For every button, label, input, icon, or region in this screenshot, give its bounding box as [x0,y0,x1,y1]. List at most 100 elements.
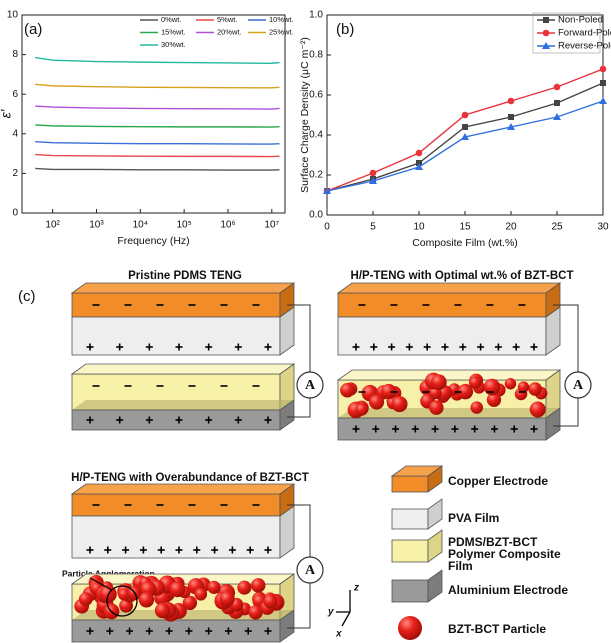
panel-label: (a) [24,21,42,38]
layer [391,579,429,603]
y-tick-label: 0.8 [309,50,323,61]
panel-label: (c) [18,288,36,305]
particle [118,588,131,601]
layer-side [279,306,295,356]
marker [553,83,561,91]
marker [369,169,377,177]
y-tick-label: 1.0 [309,10,323,21]
wire [553,304,579,427]
legend-box [532,12,601,54]
x-tick-label: 10⁵ [176,220,191,231]
legend-label: 10%wt. [269,15,294,24]
device-title: H/P-TENG with Overabundance of BZT-BCT [71,472,309,484]
particle [237,580,252,595]
marker [599,65,607,73]
particle [486,392,502,407]
particle [355,403,369,416]
marker [542,29,550,37]
marker [461,111,469,119]
layer [71,515,281,559]
y-tick-label: 0 [12,208,18,219]
series-line [35,124,280,128]
particle [154,602,171,619]
annotation: Particle Agglomeration [62,568,155,578]
series-line [35,153,280,158]
marker [462,124,468,130]
particle [182,595,198,611]
ammeter [296,556,324,584]
annotation-leader [89,577,113,591]
particle [138,592,155,608]
plot-frame [21,14,286,214]
layer-top [70,363,296,375]
layer-floor [72,400,294,410]
axis-label: x [335,629,342,640]
legend-label: 0%wt. [161,15,181,24]
y-axis-label: ε′ [0,108,14,118]
particle [398,616,422,640]
marker [508,114,514,120]
particle [263,594,278,609]
axis-label: z [353,583,359,594]
layer [337,292,547,318]
layer [71,292,281,318]
legend-label: PVA Film [448,511,499,525]
particle [248,605,263,620]
y-tick-label: 4 [12,128,18,139]
y-tick-label: 0.0 [309,210,323,221]
y-tick-label: 10 [7,10,19,21]
layer [391,508,429,530]
marker [554,100,560,106]
marker [323,187,331,194]
layer-top [70,282,296,294]
series-line [35,141,280,145]
series-line [35,167,280,171]
legend-label: Non-Poled [558,15,603,26]
particle [194,588,208,601]
y-tick-label: 0.4 [309,130,323,141]
y-tick-label: 8 [12,49,18,60]
axis-label: y [327,607,334,618]
marker [507,97,515,105]
particle [340,382,355,398]
marker [415,163,423,170]
y-tick-label: 0.2 [309,170,323,181]
marker [542,42,550,49]
legend-label: Polymer Composite [448,547,561,561]
particle [207,580,221,594]
particle [469,376,482,389]
x-tick-label: 15 [459,222,471,233]
x-tick-label: 30 [597,222,609,233]
legend-label: 25%wt. [269,27,294,36]
legend-label: PDMS/BZT-BCT [448,535,538,549]
legend-label: Aluminium Electrode [448,583,568,597]
x-tick-label: 10 [413,222,425,233]
layer-floor [338,408,560,418]
particle [528,382,542,396]
legend-label: Copper Electrode [448,474,548,488]
marker [599,97,607,104]
layer-side [427,498,443,530]
ammeter-label: A [573,378,584,393]
series-line [35,105,280,110]
marker [553,113,561,120]
y-tick-label: 6 [12,89,18,100]
marker [369,177,377,184]
y-axis-label: Surface Charge Density (μC m⁻²) [299,37,311,193]
legend-label: Film [448,559,473,573]
particle [251,578,266,593]
particle [517,381,530,393]
wire [287,504,311,629]
particle [169,581,186,598]
layer [391,475,429,493]
ammeter-label: A [305,378,316,393]
layer-top [336,369,562,381]
x-axis-label: Frequency (Hz) [117,235,189,247]
legend-label: 20%wt. [217,27,242,36]
layer-side [427,465,443,493]
marker [461,133,469,140]
layer [71,493,281,517]
particle [504,378,517,390]
layer-top [336,282,562,294]
